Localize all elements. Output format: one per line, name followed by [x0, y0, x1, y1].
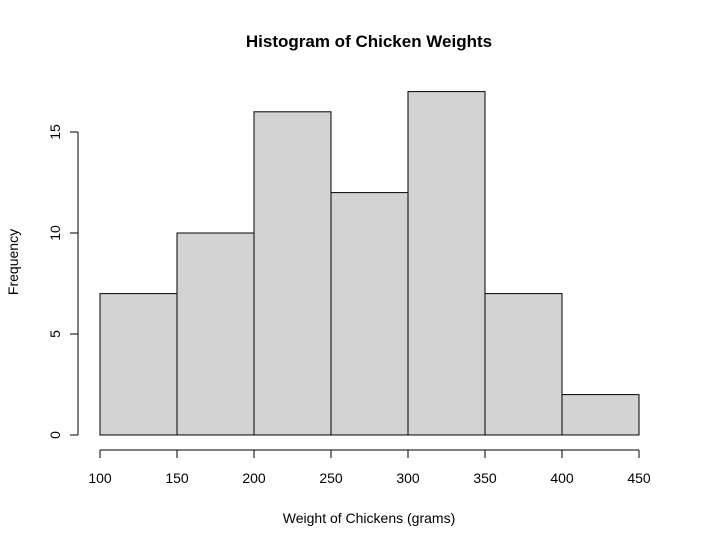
histogram-bar-250-300 [330, 192, 409, 436]
x-tick-label: 200 [242, 470, 266, 486]
histogram-bar-200-250 [253, 111, 332, 436]
x-tick-label: 450 [627, 470, 651, 486]
histogram-bar-350-400 [484, 293, 563, 436]
y-tick-label: 10 [47, 225, 63, 241]
y-axis: 0 5 10 15 [47, 124, 79, 439]
x-tick-label: 350 [473, 470, 497, 486]
x-tick-label: 400 [550, 470, 574, 486]
histogram-bar-150-200 [176, 232, 255, 436]
y-tick-label: 0 [47, 431, 63, 439]
histogram-bar-300-350 [407, 91, 486, 436]
x-tick-label: 300 [396, 470, 420, 486]
x-tick-label: 100 [88, 470, 112, 486]
y-axis-label: Frequency [5, 229, 21, 295]
x-tick-label: 150 [165, 470, 189, 486]
y-tick-label: 5 [47, 330, 63, 338]
x-axis-label: Weight of Chickens (grams) [283, 510, 455, 526]
y-tick-label: 15 [47, 124, 63, 140]
bars-group [99, 91, 640, 436]
x-axis: 100 150 200 250 300 350 400 450 [88, 449, 651, 486]
histogram-bar-100-150 [99, 293, 178, 436]
histogram-bar-400-450 [561, 394, 640, 436]
x-tick-label: 250 [319, 470, 343, 486]
chart-title: Histogram of Chicken Weights [246, 32, 492, 51]
